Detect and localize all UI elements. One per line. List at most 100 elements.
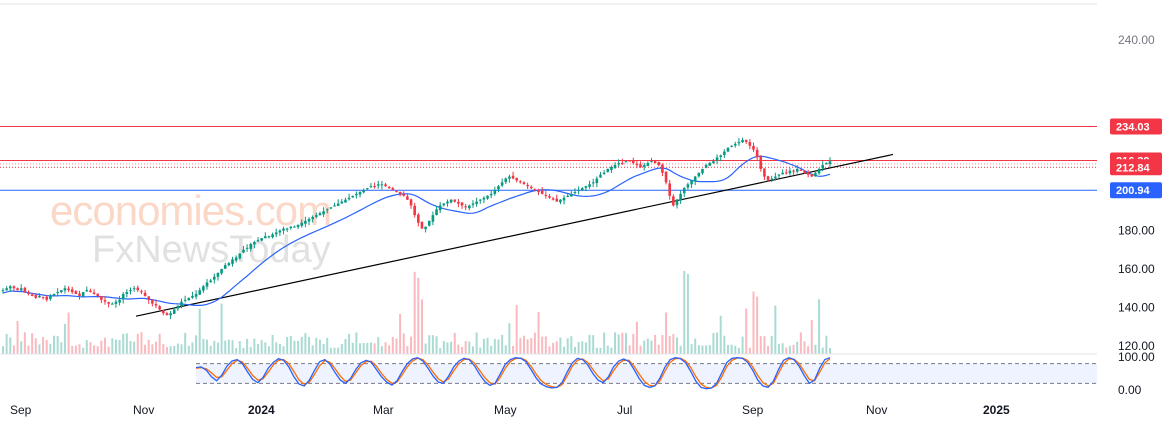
volume-bar xyxy=(144,344,147,354)
candle-body xyxy=(664,171,668,183)
volume-bar xyxy=(599,347,602,354)
candle-body xyxy=(249,243,253,249)
volume-bar xyxy=(275,342,278,354)
volume-bar xyxy=(355,332,358,354)
candle-body xyxy=(570,193,573,197)
volume-bar xyxy=(417,277,420,354)
candle-body xyxy=(172,309,176,314)
candle-body xyxy=(595,178,599,183)
volume-bar xyxy=(93,345,96,354)
volume-bar xyxy=(818,299,821,354)
candle-body xyxy=(19,288,23,291)
candle-body xyxy=(81,292,85,297)
candle-body xyxy=(41,296,45,298)
candle-body xyxy=(358,192,362,195)
candle-body xyxy=(136,287,140,291)
volume-bar xyxy=(246,338,249,354)
volume-bar xyxy=(457,344,460,354)
candle-body xyxy=(468,205,471,209)
volume-bar xyxy=(184,332,187,354)
volume-bar xyxy=(522,335,525,354)
volume-bar xyxy=(257,344,260,354)
candle-body xyxy=(202,286,205,291)
candle-body xyxy=(482,197,486,200)
candle-body xyxy=(500,182,504,186)
volume-bar xyxy=(661,335,664,354)
candle-body xyxy=(460,202,464,206)
volume-bar xyxy=(799,332,802,354)
volume-bar xyxy=(792,344,795,354)
volume-bar xyxy=(610,347,613,354)
volume-bar xyxy=(399,313,402,354)
candle-body xyxy=(245,247,249,249)
time-tick-label: May xyxy=(494,403,517,417)
candle-body xyxy=(584,186,588,188)
volume-bar xyxy=(151,344,154,354)
volume-bar xyxy=(53,335,56,354)
volume-bar xyxy=(9,337,12,354)
volume-bar xyxy=(410,336,413,354)
candle-body xyxy=(384,184,387,187)
candle-body xyxy=(420,221,424,229)
volume-bar xyxy=(479,347,482,354)
volume-bar xyxy=(570,336,573,354)
candle-body xyxy=(795,168,799,172)
candle-body xyxy=(296,224,300,228)
volume-bar xyxy=(82,347,85,354)
volume-bar xyxy=(650,340,653,354)
candle-body xyxy=(63,288,67,291)
candle-body xyxy=(30,294,34,296)
volume-bar xyxy=(107,346,110,354)
volume-bar xyxy=(49,343,52,354)
candle-body xyxy=(406,196,409,200)
candle-body xyxy=(52,294,56,296)
candle-body xyxy=(446,201,449,204)
price-tag-label: 234.03 xyxy=(1116,121,1150,133)
candle-body xyxy=(205,282,209,287)
candle-body xyxy=(599,174,602,178)
volume-bar xyxy=(752,291,755,354)
volume-bar xyxy=(635,321,638,354)
candle-body xyxy=(231,259,234,264)
volume-bar xyxy=(384,342,387,354)
candle-body xyxy=(697,172,701,177)
volume-bar xyxy=(424,343,427,354)
candle-body xyxy=(107,302,110,304)
volume-bar xyxy=(67,312,70,354)
candle-body xyxy=(322,211,325,215)
candle-body xyxy=(580,188,584,191)
volume-bar xyxy=(428,335,431,354)
volume-bar xyxy=(701,345,704,354)
candle-body xyxy=(402,193,406,196)
candle-body xyxy=(799,169,803,171)
candle-body xyxy=(475,201,478,205)
candle-body xyxy=(744,140,748,142)
volume-bar xyxy=(621,332,624,354)
volume-bar xyxy=(788,345,791,354)
candle-body xyxy=(315,215,318,217)
volume-bar xyxy=(231,340,234,354)
volume-bar xyxy=(643,340,646,354)
trendline-layer xyxy=(135,153,894,317)
volume-bar xyxy=(311,345,314,354)
time-axis[interactable]: Sep Nov 2024 Mar May Jul Sep Nov 2025 xyxy=(10,403,1010,417)
volume-bar xyxy=(180,344,183,354)
volume-bar xyxy=(85,340,88,354)
volume-bar xyxy=(584,342,587,354)
volume-bar xyxy=(140,332,143,354)
candle-body xyxy=(16,288,19,291)
candle-body xyxy=(551,198,555,200)
candle-body xyxy=(657,162,661,166)
candle-body xyxy=(668,183,672,196)
candle-body xyxy=(56,292,59,294)
time-tick-label: Sep xyxy=(10,403,32,417)
candle-body xyxy=(340,201,344,204)
candle-body xyxy=(737,141,741,144)
volume-bar xyxy=(45,340,48,354)
volume-bar xyxy=(129,340,132,354)
candle-body xyxy=(573,192,577,193)
candle-body xyxy=(544,194,548,196)
time-tick-label: Nov xyxy=(866,403,887,417)
candle-body xyxy=(12,286,16,289)
